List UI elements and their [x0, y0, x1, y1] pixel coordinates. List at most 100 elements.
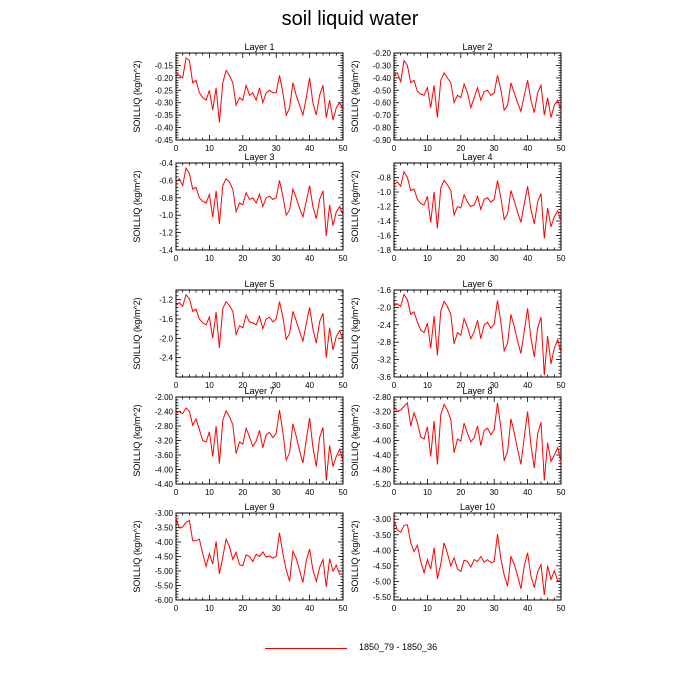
- panel-2: Layer 2 SOILLIQ (kg/m^2) 0 10 20 30 40 50 -0.20 -…: [350, 42, 566, 153]
- x-tick-label: 30: [490, 144, 499, 153]
- y-tick-label: -5.20: [373, 480, 392, 489]
- y-tick-label: -1.2: [159, 296, 173, 305]
- y-tick-label: -2.8: [377, 338, 391, 347]
- x-tick-label: 50: [339, 254, 348, 263]
- y-tick-label: -0.40: [155, 124, 174, 133]
- x-tick-label: 10: [205, 254, 214, 263]
- x-tick-label: 10: [205, 604, 214, 613]
- y-tick-label: -1.8: [377, 246, 391, 255]
- panel-title: Layer 2: [462, 42, 492, 52]
- x-tick-label: 50: [557, 488, 566, 497]
- panel-6: Layer 6 SOILLIQ (kg/m^2) 0 10 20 30 40 50 -1.6 -2…: [350, 279, 566, 390]
- panel-9: Layer 9 SOILLIQ (kg/m^2) 0 10 20 30 40 50 -3.00 -…: [132, 502, 348, 613]
- y-axis-label: SOILLIQ (kg/m^2): [132, 520, 142, 592]
- panel-title: Layer 10: [460, 502, 495, 512]
- y-tick-label: -1.4: [377, 217, 391, 226]
- x-tick-label: 50: [339, 488, 348, 497]
- legend-line-swatch: [265, 648, 347, 649]
- y-tick-label: -1.2: [159, 229, 173, 238]
- chart-main-title: soil liquid water: [281, 8, 419, 30]
- plot-frame: [175, 52, 344, 141]
- x-tick-label: 40: [523, 488, 532, 497]
- y-tick-label: -0.8: [159, 194, 173, 203]
- y-tick-label: -0.20: [373, 49, 392, 58]
- y-tick-label: -3.60: [155, 451, 174, 460]
- y-tick-label: -4.50: [155, 553, 174, 562]
- x-tick-label: 30: [272, 488, 281, 497]
- x-tick-label: 0: [174, 604, 179, 613]
- x-tick-label: 40: [305, 144, 314, 153]
- x-tick-label: 30: [490, 254, 499, 263]
- y-tick-label: -3.2: [377, 356, 391, 365]
- x-tick-label: 10: [423, 254, 432, 263]
- y-tick-label: -2.80: [373, 393, 392, 402]
- y-tick-label: -0.30: [373, 61, 392, 70]
- y-tick-label: -3.00: [373, 515, 392, 524]
- y-tick-label: -1.6: [377, 286, 391, 295]
- y-tick-label: -0.8: [377, 174, 391, 183]
- y-tick-label: -0.30: [155, 99, 174, 108]
- y-tick-label: -4.00: [373, 546, 392, 555]
- panel-title: Layer 9: [244, 502, 274, 512]
- x-tick-label: 50: [339, 381, 348, 390]
- y-tick-label: -4.00: [155, 466, 174, 475]
- x-tick-label: 40: [523, 604, 532, 613]
- y-tick-label: -5.00: [373, 577, 392, 586]
- y-tick-label: -3.20: [373, 408, 392, 417]
- y-tick-label: -0.40: [373, 74, 392, 83]
- x-tick-label: 50: [557, 604, 566, 613]
- series-line: [175, 57, 344, 123]
- y-tick-label: -4.50: [373, 562, 392, 571]
- x-tick-label: 40: [523, 144, 532, 153]
- y-axis-label: SOILLIQ (kg/m^2): [350, 297, 360, 369]
- series-line: [175, 293, 344, 358]
- x-tick-label: 50: [339, 604, 348, 613]
- plot-frame: [393, 289, 562, 378]
- panel-title: Layer 8: [462, 386, 492, 396]
- y-tick-label: -2.40: [155, 408, 174, 417]
- panel-title: Layer 1: [244, 42, 274, 52]
- y-tick-label: -0.6: [159, 176, 173, 185]
- y-tick-label: -2.00: [155, 393, 174, 402]
- y-tick-label: -5.50: [373, 593, 392, 602]
- y-tick-label: -2.80: [155, 422, 174, 431]
- y-tick-label: -1.0: [377, 188, 391, 197]
- x-tick-label: 30: [272, 604, 281, 613]
- y-tick-label: -1.6: [377, 232, 391, 241]
- y-tick-label: -0.50: [373, 86, 392, 95]
- x-tick-label: 20: [238, 144, 247, 153]
- y-tick-label: -1.4: [159, 246, 173, 255]
- x-tick-label: 0: [392, 381, 397, 390]
- x-tick-label: 0: [392, 254, 397, 263]
- x-tick-label: 30: [490, 488, 499, 497]
- y-tick-label: -4.00: [373, 437, 392, 446]
- series-line: [175, 407, 344, 481]
- x-tick-label: 10: [423, 381, 432, 390]
- y-tick-label: -3.50: [373, 531, 392, 540]
- x-tick-label: 10: [423, 488, 432, 497]
- panel-7: Layer 7 SOILLIQ (kg/m^2) 0 10 20 30 40 50 -2.00 -…: [132, 386, 348, 497]
- panel-1: Layer 1 SOILLIQ (kg/m^2) 0 10 20 30 40 50 -0.15 -…: [132, 42, 348, 153]
- panel-10: Layer 10 SOILLIQ (kg/m^2) 0 10 20 30 40 50 -3.00…: [350, 502, 566, 613]
- y-tick-label: -4.00: [155, 538, 174, 547]
- legend-label: 1850_79 - 1850_36: [359, 642, 438, 652]
- y-tick-label: -1.0: [159, 211, 173, 220]
- panel-title: Layer 7: [244, 386, 274, 396]
- x-tick-label: 10: [423, 144, 432, 153]
- y-axis-label: SOILLIQ (kg/m^2): [350, 404, 360, 476]
- y-tick-label: -0.25: [155, 86, 174, 95]
- y-axis-label: SOILLIQ (kg/m^2): [350, 520, 360, 592]
- y-tick-label: -0.70: [373, 111, 392, 120]
- x-tick-label: 0: [392, 604, 397, 613]
- x-tick-label: 30: [490, 381, 499, 390]
- series-line: [393, 293, 562, 376]
- y-tick-label: -1.2: [377, 203, 391, 212]
- x-tick-label: 30: [272, 254, 281, 263]
- panel-4: Layer 4 SOILLIQ (kg/m^2) 0 10 20 30 40 50 -0.8 -1…: [350, 152, 566, 263]
- y-axis-label: SOILLIQ (kg/m^2): [132, 404, 142, 476]
- plot-frame: [175, 396, 344, 485]
- series-line: [393, 170, 562, 239]
- y-tick-label: -3.50: [155, 524, 174, 533]
- y-tick-label: -0.15: [155, 61, 174, 70]
